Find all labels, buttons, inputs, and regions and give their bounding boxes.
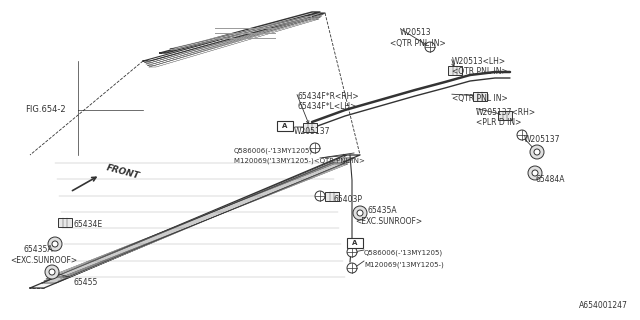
Text: 65435A: 65435A bbox=[24, 245, 54, 254]
Text: M120069('13MY1205-): M120069('13MY1205-) bbox=[364, 261, 444, 268]
Text: A654001247: A654001247 bbox=[579, 301, 628, 310]
Circle shape bbox=[517, 130, 527, 140]
Bar bbox=[325, 191, 339, 201]
Bar bbox=[498, 110, 512, 119]
Text: 65455: 65455 bbox=[73, 278, 97, 287]
Text: 65435A: 65435A bbox=[367, 206, 397, 215]
Circle shape bbox=[353, 206, 367, 220]
Text: Q586006(-'13MY1205): Q586006(-'13MY1205) bbox=[234, 148, 313, 155]
Bar bbox=[347, 238, 363, 248]
Bar bbox=[303, 123, 317, 132]
Circle shape bbox=[357, 210, 363, 216]
Text: 65434F*R<RH>: 65434F*R<RH> bbox=[298, 92, 360, 101]
Text: 65434F*L<LH>: 65434F*L<LH> bbox=[298, 102, 357, 111]
Text: W20513<LH>: W20513<LH> bbox=[452, 57, 506, 66]
Text: <QTR PNL IN>: <QTR PNL IN> bbox=[452, 67, 508, 76]
Text: W20513: W20513 bbox=[400, 28, 431, 37]
Text: W205137<RH>: W205137<RH> bbox=[476, 108, 536, 117]
Circle shape bbox=[315, 191, 325, 201]
Text: 65403P: 65403P bbox=[333, 195, 362, 204]
Text: <EXC.SUNROOF>: <EXC.SUNROOF> bbox=[10, 256, 77, 265]
Text: M120069('13MY1205-)<QTR PNL IN>: M120069('13MY1205-)<QTR PNL IN> bbox=[234, 158, 365, 164]
Bar bbox=[58, 218, 72, 227]
Polygon shape bbox=[55, 163, 345, 277]
Bar bbox=[277, 121, 293, 131]
Text: A: A bbox=[352, 240, 358, 246]
Circle shape bbox=[310, 143, 320, 153]
Circle shape bbox=[528, 166, 542, 180]
Text: FRONT: FRONT bbox=[105, 163, 140, 181]
Circle shape bbox=[347, 263, 357, 273]
Polygon shape bbox=[160, 12, 320, 53]
Circle shape bbox=[425, 42, 435, 52]
Circle shape bbox=[48, 237, 62, 251]
Text: <EXC.SUNROOF>: <EXC.SUNROOF> bbox=[355, 217, 422, 226]
Text: Q586006(-'13MY1205): Q586006(-'13MY1205) bbox=[364, 250, 443, 257]
Circle shape bbox=[534, 149, 540, 155]
Circle shape bbox=[532, 170, 538, 176]
Polygon shape bbox=[30, 155, 360, 288]
Circle shape bbox=[52, 241, 58, 247]
Polygon shape bbox=[170, 17, 312, 49]
Circle shape bbox=[49, 269, 55, 275]
Text: W205137: W205137 bbox=[294, 127, 330, 136]
Text: 65434E: 65434E bbox=[73, 220, 102, 229]
Text: <QTR PNL IN>: <QTR PNL IN> bbox=[390, 39, 445, 48]
Text: <PLR D IN>: <PLR D IN> bbox=[476, 118, 522, 127]
Text: A: A bbox=[282, 123, 288, 129]
Circle shape bbox=[347, 247, 357, 257]
Circle shape bbox=[45, 265, 59, 279]
Bar bbox=[448, 66, 462, 75]
Text: FIG.654-2: FIG.654-2 bbox=[25, 106, 66, 115]
Circle shape bbox=[530, 145, 544, 159]
Bar bbox=[473, 92, 487, 100]
Text: 65484A: 65484A bbox=[536, 175, 566, 184]
Text: <QTR PNL IN>: <QTR PNL IN> bbox=[452, 94, 508, 103]
Text: W205137: W205137 bbox=[524, 135, 561, 144]
